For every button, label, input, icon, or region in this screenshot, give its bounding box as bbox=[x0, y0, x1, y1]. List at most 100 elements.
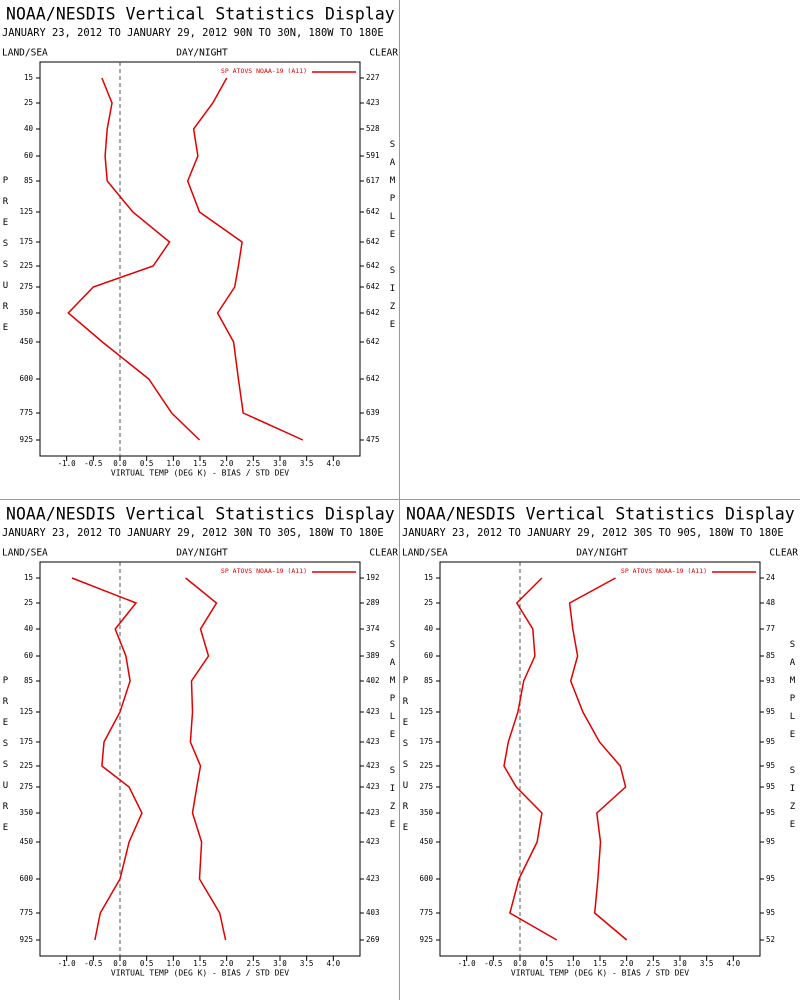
sample-size-label: 642 bbox=[366, 237, 380, 246]
x-tick-label: 0.5 bbox=[540, 959, 554, 968]
x-tick-label: -1.0 bbox=[58, 459, 77, 468]
x-tick-label: 2.0 bbox=[620, 959, 634, 968]
sample-size-label: 192 bbox=[366, 573, 380, 582]
sample-size-label: 642 bbox=[366, 337, 380, 346]
clear-label: CLEAR bbox=[369, 548, 398, 559]
sample-size-label: 95 bbox=[766, 782, 775, 791]
x-tick-label: 0.0 bbox=[513, 959, 527, 968]
sample-size-label: 95 bbox=[766, 737, 775, 746]
sample-size-label: 423 bbox=[366, 837, 380, 846]
y-tick-label: 600 bbox=[419, 874, 433, 883]
separator bbox=[0, 499, 800, 500]
x-tick-label: 0.0 bbox=[113, 459, 127, 468]
y-tick-label: 275 bbox=[419, 782, 433, 791]
y-tick-label: 40 bbox=[24, 624, 34, 633]
y-tick-label: 125 bbox=[19, 207, 33, 216]
y-tick-label: 775 bbox=[19, 908, 33, 917]
sample-size-label: 95 bbox=[766, 874, 775, 883]
sample-size-label: 642 bbox=[366, 374, 380, 383]
y-tick-label: 350 bbox=[419, 808, 433, 817]
x-tick-label: 1.0 bbox=[567, 959, 581, 968]
sample-size-label: 269 bbox=[366, 935, 380, 944]
sample-size-label: 48 bbox=[766, 598, 776, 607]
sample-size-label: 289 bbox=[366, 598, 380, 607]
sample-size-label: 95 bbox=[766, 707, 775, 716]
x-tick-label: -0.5 bbox=[484, 959, 502, 968]
x-tick-label: 4.0 bbox=[327, 959, 341, 968]
day-night-label: DAY/NIGHT bbox=[176, 48, 228, 59]
y-tick-label: 225 bbox=[19, 261, 33, 270]
y-axis-label: PRESSURE bbox=[401, 676, 411, 844]
y-tick-label: 25 bbox=[24, 598, 33, 607]
profile-line bbox=[185, 577, 227, 941]
x-tick-label: 1.5 bbox=[193, 459, 207, 468]
separator bbox=[399, 0, 400, 1000]
sample-size-label: 423 bbox=[366, 98, 380, 107]
y-tick-label: 225 bbox=[19, 761, 33, 770]
y-tick-label: 275 bbox=[19, 282, 33, 291]
y-tick-label: 450 bbox=[19, 837, 33, 846]
x-tick-label: 1.5 bbox=[593, 959, 607, 968]
sample-size-label: 85 bbox=[766, 651, 775, 660]
chart-panel: NOAA/NESDIS Vertical Statistics Display J… bbox=[1, 505, 399, 978]
y-tick-label: 125 bbox=[19, 707, 33, 716]
day-night-label: DAY/NIGHT bbox=[176, 548, 228, 559]
y-tick-label: 85 bbox=[424, 676, 433, 685]
x-tick-label: -0.5 bbox=[84, 959, 102, 968]
x-tick-label: 0.5 bbox=[140, 959, 154, 968]
x-tick-label: -0.5 bbox=[84, 459, 102, 468]
y-axis-label: PRESSURE bbox=[1, 676, 11, 844]
chart-subtitle: JANUARY 23, 2012 TO JANUARY 29, 2012 90N… bbox=[2, 27, 384, 39]
sample-size-label: 423 bbox=[366, 761, 380, 770]
x-tick-label: 3.0 bbox=[273, 959, 287, 968]
y-tick-label: 40 bbox=[424, 624, 434, 633]
y2-axis-label: SAMPLE SIZE bbox=[388, 640, 398, 838]
profile-line bbox=[568, 577, 628, 941]
y2-axis-label: SAMPLE SIZE bbox=[388, 140, 398, 338]
sample-size-label: 93 bbox=[766, 676, 775, 685]
sample-size-label: 475 bbox=[366, 435, 380, 444]
chart-title: NOAA/NESDIS Vertical Statistics Display bbox=[6, 505, 395, 524]
y-tick-label: 85 bbox=[24, 176, 33, 185]
x-tick-label: 1.0 bbox=[167, 959, 181, 968]
x-tick-label: 1.0 bbox=[167, 459, 181, 468]
x-tick-label: 4.0 bbox=[327, 459, 341, 468]
sample-size-label: 95 bbox=[766, 837, 775, 846]
sample-size-label: 642 bbox=[366, 261, 380, 270]
legend-label: SP ATOVS NOAA-19 (A11) bbox=[621, 567, 707, 575]
x-tick-label: 0.0 bbox=[113, 959, 127, 968]
sample-size-label: 642 bbox=[366, 207, 380, 216]
x-axis-label: VIRTUAL TEMP (DEG K) - BIAS / STD DEV bbox=[111, 469, 289, 478]
profile-line bbox=[67, 77, 201, 441]
x-tick-label: 3.0 bbox=[273, 459, 287, 468]
sample-size-label: 95 bbox=[766, 908, 775, 917]
y-tick-label: 25 bbox=[24, 98, 33, 107]
x-axis-label: VIRTUAL TEMP (DEG K) - BIAS / STD DEV bbox=[111, 969, 289, 978]
chart-title: NOAA/NESDIS Vertical Statistics Display bbox=[6, 5, 395, 24]
sample-size-label: 52 bbox=[766, 935, 775, 944]
y-tick-label: 600 bbox=[19, 874, 33, 883]
sample-size-label: 403 bbox=[366, 908, 380, 917]
y-tick-label: 175 bbox=[19, 737, 33, 746]
plot-frame bbox=[439, 561, 761, 957]
chart-panel: NOAA/NESDIS Vertical Statistics Display J… bbox=[401, 505, 799, 978]
sample-size-label: 423 bbox=[366, 808, 380, 817]
profile-line bbox=[71, 577, 143, 941]
y-tick-label: 175 bbox=[19, 237, 33, 246]
sample-size-label: 374 bbox=[366, 624, 380, 633]
y-tick-label: 350 bbox=[19, 308, 33, 317]
y-tick-label: 775 bbox=[19, 408, 33, 417]
land-sea-label: LAND/SEA bbox=[402, 548, 448, 559]
y-tick-label: 15 bbox=[24, 73, 33, 82]
profile-line bbox=[186, 77, 304, 441]
x-tick-label: -1.0 bbox=[58, 959, 77, 968]
x-tick-label: -1.0 bbox=[458, 959, 477, 968]
day-night-label: DAY/NIGHT bbox=[576, 548, 628, 559]
chart-subtitle: JANUARY 23, 2012 TO JANUARY 29, 2012 30N… bbox=[2, 527, 384, 539]
plot-frame bbox=[39, 561, 361, 957]
x-tick-label: 3.5 bbox=[300, 959, 314, 968]
y-tick-label: 225 bbox=[419, 761, 433, 770]
x-tick-label: 2.0 bbox=[220, 459, 234, 468]
y-tick-label: 925 bbox=[19, 435, 33, 444]
